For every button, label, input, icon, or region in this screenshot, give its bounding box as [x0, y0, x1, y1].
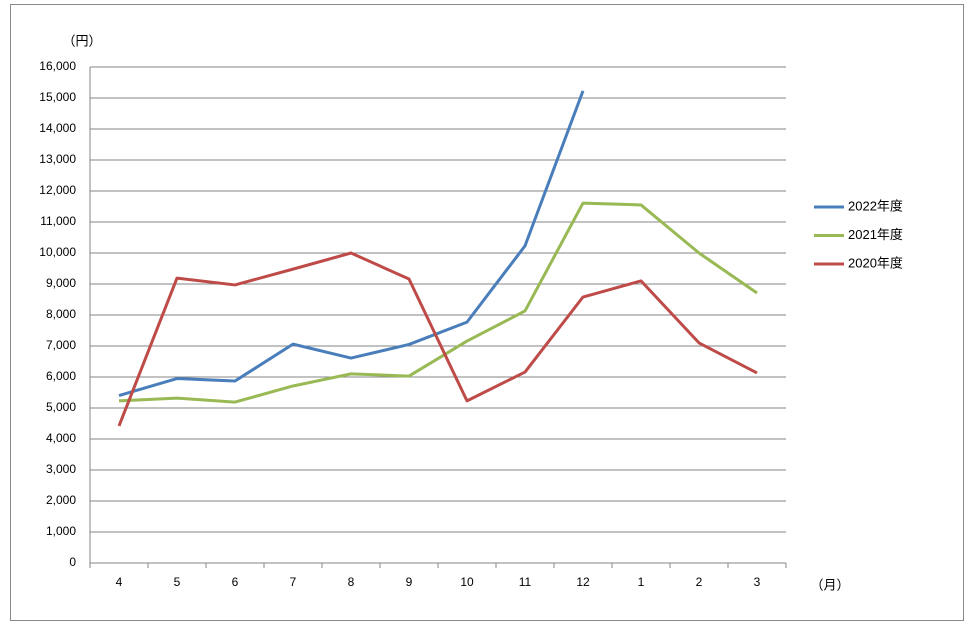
y-axis-label: （円）	[62, 33, 101, 48]
x-tick-label: 3	[754, 575, 761, 589]
x-tick-label: 2	[696, 575, 703, 589]
legend-label: 2022年度	[848, 198, 903, 213]
series-line	[118, 201, 758, 404]
x-tick-label: 11	[519, 575, 532, 589]
y-tick-label: 14,000	[39, 121, 76, 135]
y-tick-label: 0	[69, 555, 76, 569]
x-tick-label: 8	[348, 575, 355, 589]
x-tick-label: 6	[232, 575, 239, 589]
y-tick-label: 1,000	[46, 524, 76, 538]
x-tick-label: 9	[406, 575, 413, 589]
y-tick-label: 2,000	[46, 493, 76, 507]
x-tick-label: 7	[290, 575, 297, 589]
y-tick-label: 13,000	[39, 152, 76, 166]
x-tick-label: 1	[638, 575, 645, 589]
series-line	[118, 90, 585, 398]
y-tick-label: 6,000	[46, 369, 76, 383]
y-tick-label: 12,000	[39, 183, 76, 197]
x-tick-label: 10	[460, 575, 474, 589]
y-tick-label: 9,000	[46, 276, 76, 290]
series-line	[117, 251, 758, 427]
y-tick-label: 16,000	[39, 59, 76, 73]
x-tick-label: 5	[174, 575, 181, 589]
y-tick-label: 3,000	[46, 462, 76, 476]
y-tick-label: 7,000	[46, 338, 76, 352]
y-tick-label: 10,000	[39, 245, 76, 259]
y-tick-label: 5,000	[46, 400, 76, 414]
legend-label: 2020年度	[848, 255, 903, 270]
legend-label: 2021年度	[848, 227, 903, 242]
x-tick-label: 4	[116, 575, 123, 589]
y-tick-label: 4,000	[46, 431, 76, 445]
x-axis-label: （月）	[810, 577, 849, 592]
chart-border	[10, 4, 964, 621]
y-tick-label: 8,000	[46, 307, 76, 321]
y-tick-label: 11,000	[40, 214, 76, 228]
x-tick-label: 12	[576, 575, 590, 589]
y-tick-label: 15,000	[39, 90, 76, 104]
